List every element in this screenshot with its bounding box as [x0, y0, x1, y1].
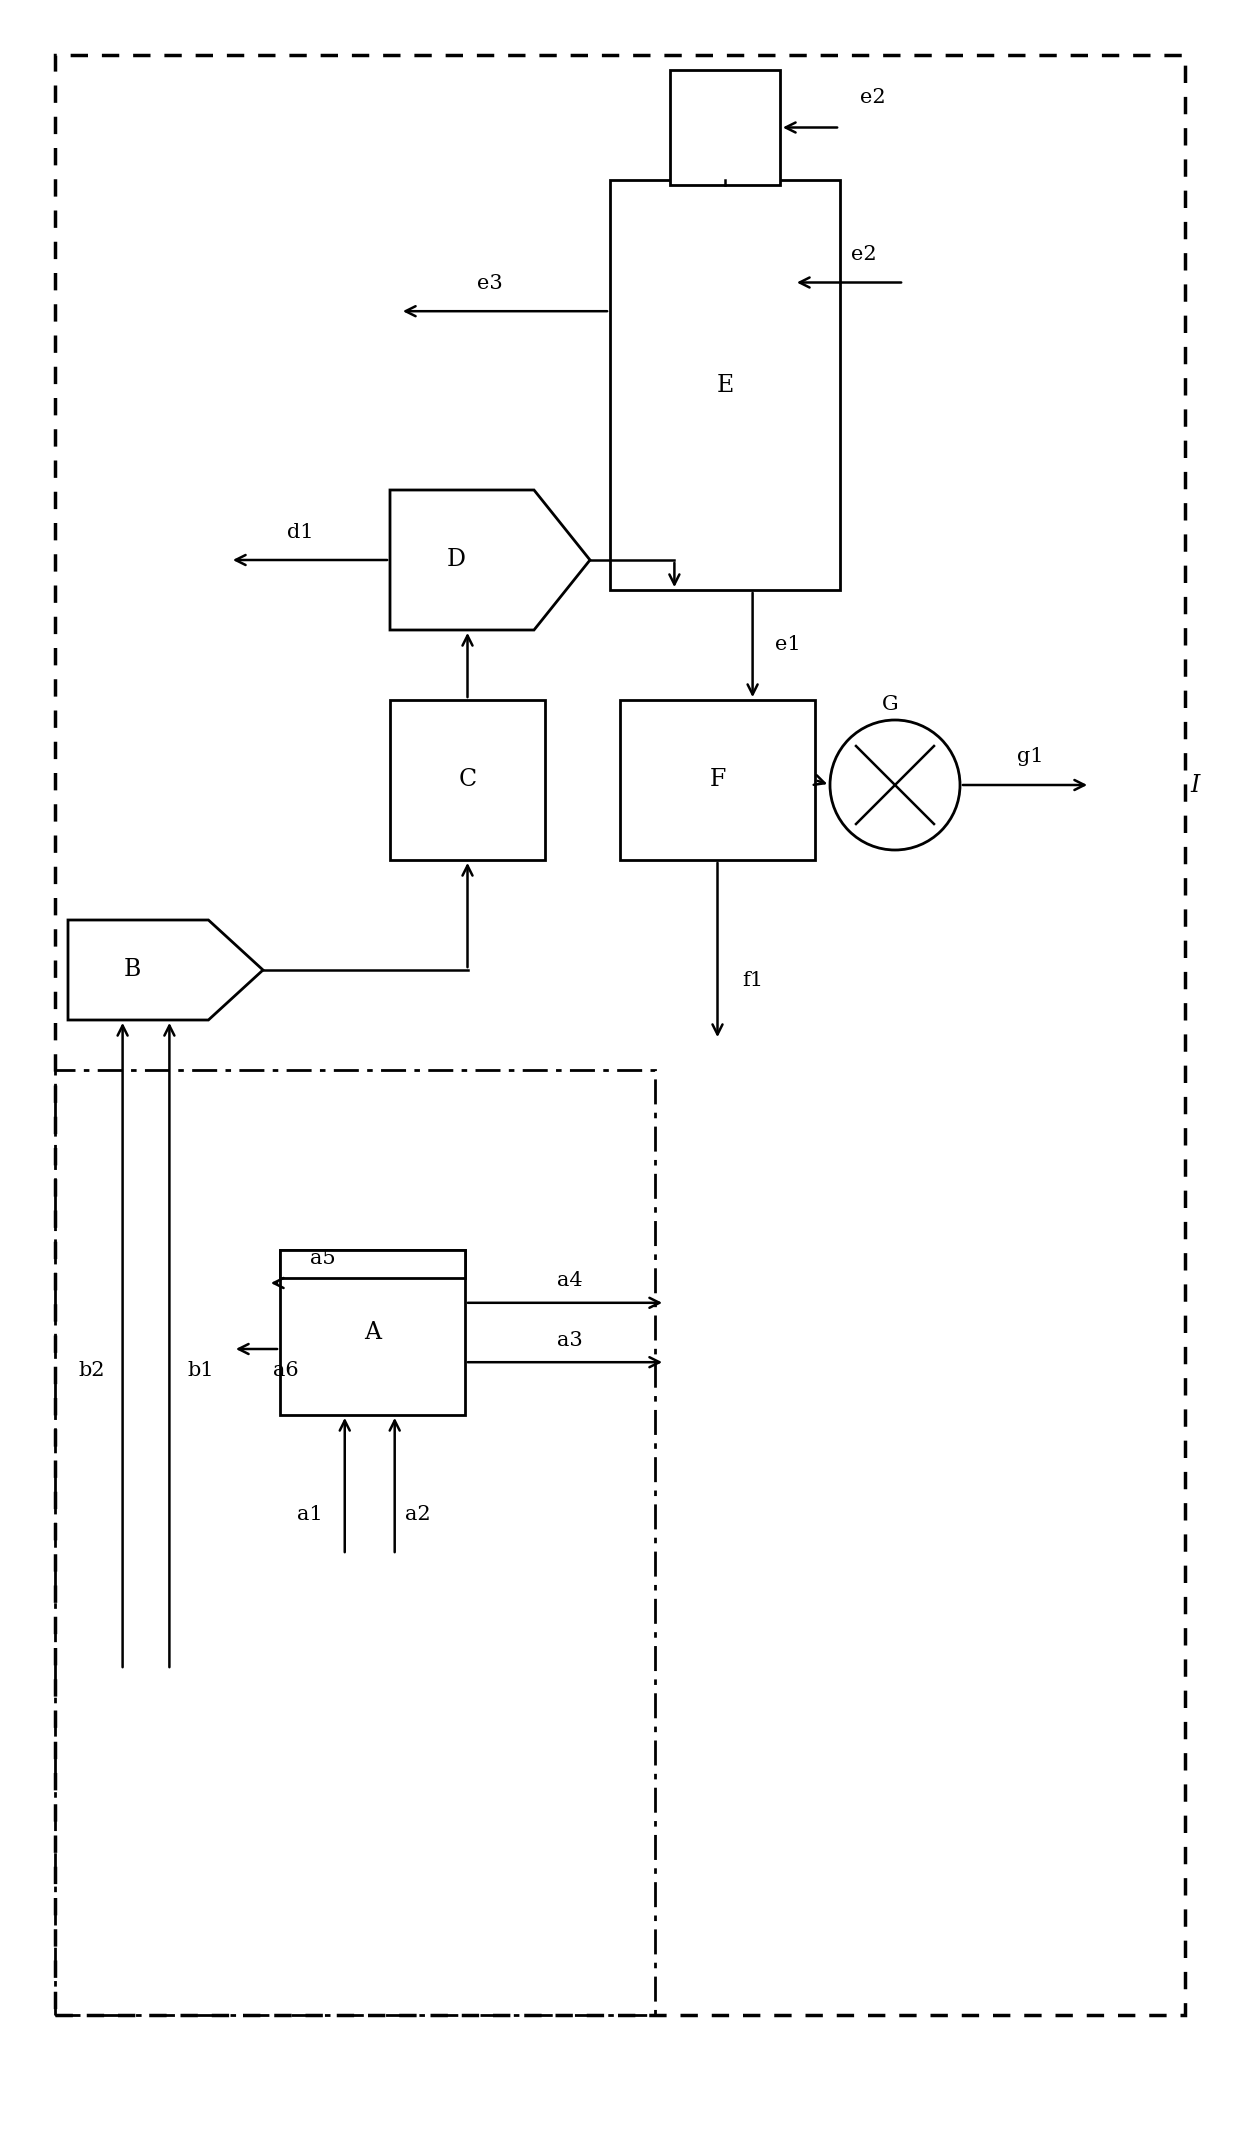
- Text: a2: a2: [404, 1505, 430, 1524]
- Bar: [280, 1251, 465, 1415]
- Text: e3: e3: [477, 274, 503, 293]
- Text: b1: b1: [187, 1360, 215, 1379]
- Text: b2: b2: [78, 1360, 104, 1379]
- Text: D: D: [446, 549, 465, 571]
- Polygon shape: [68, 919, 263, 1020]
- Bar: [670, 71, 780, 186]
- Text: d1: d1: [286, 522, 314, 541]
- Text: e1: e1: [775, 635, 800, 654]
- Bar: [55, 1069, 655, 2014]
- Text: a4: a4: [557, 1272, 583, 1291]
- Bar: [280, 1251, 465, 1279]
- Text: a1: a1: [298, 1505, 322, 1524]
- Text: e2: e2: [851, 246, 877, 263]
- Bar: [610, 180, 839, 590]
- Text: a6: a6: [273, 1362, 299, 1381]
- Bar: [620, 699, 815, 859]
- Circle shape: [830, 721, 960, 851]
- Text: e2: e2: [861, 88, 885, 107]
- Text: A: A: [365, 1321, 381, 1345]
- Text: B: B: [124, 958, 141, 981]
- Text: I: I: [1190, 774, 1199, 797]
- Text: g1: g1: [1017, 748, 1043, 768]
- Text: a3: a3: [557, 1330, 583, 1349]
- Text: f1: f1: [743, 971, 764, 990]
- Polygon shape: [391, 490, 590, 631]
- Text: C: C: [459, 768, 476, 791]
- Text: a5: a5: [310, 1249, 336, 1268]
- Text: G: G: [882, 695, 898, 714]
- Bar: [391, 699, 546, 859]
- Text: F: F: [709, 768, 725, 791]
- Text: E: E: [717, 374, 734, 396]
